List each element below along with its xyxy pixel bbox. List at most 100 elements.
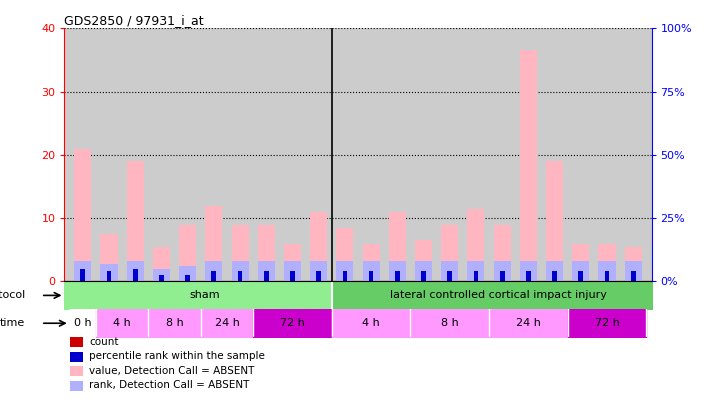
Bar	[389, 212, 406, 281]
Text: 4 h: 4 h	[362, 318, 380, 328]
Bar	[238, 275, 243, 281]
Bar	[133, 269, 137, 281]
Bar	[80, 269, 85, 281]
Bar	[185, 275, 190, 281]
Text: 4 h: 4 h	[113, 318, 131, 328]
Bar	[369, 275, 374, 281]
Bar	[500, 275, 505, 281]
Bar	[264, 271, 268, 281]
Bar	[579, 275, 583, 281]
Bar	[473, 271, 478, 281]
Bar	[179, 266, 196, 281]
Text: count: count	[89, 337, 119, 347]
Bar	[342, 271, 347, 281]
Bar	[552, 271, 557, 281]
Bar	[421, 271, 426, 281]
Text: lateral controlled cortical impact injury: lateral controlled cortical impact injur…	[390, 290, 606, 301]
Bar	[107, 275, 112, 281]
Bar	[362, 261, 379, 281]
Bar	[520, 261, 537, 281]
Bar	[74, 261, 92, 281]
Text: GDS2850 / 97931_i_at: GDS2850 / 97931_i_at	[64, 14, 204, 27]
Bar	[185, 275, 190, 281]
Bar	[342, 275, 347, 281]
Bar	[604, 271, 609, 281]
Bar	[211, 271, 216, 281]
Text: sham: sham	[189, 290, 220, 301]
Bar	[310, 261, 327, 281]
Bar	[572, 261, 589, 281]
Bar	[159, 275, 164, 281]
Bar	[133, 269, 137, 281]
Bar	[153, 247, 170, 281]
Bar	[211, 275, 216, 281]
Bar	[290, 271, 295, 281]
Bar	[552, 275, 557, 281]
Bar	[395, 275, 400, 281]
Bar	[284, 243, 301, 281]
Text: 24 h: 24 h	[215, 318, 239, 328]
Text: protocol: protocol	[0, 290, 25, 301]
Bar	[70, 381, 83, 390]
Text: 72 h: 72 h	[280, 318, 305, 328]
Bar	[415, 261, 432, 281]
Bar	[441, 261, 458, 281]
Bar	[493, 224, 511, 281]
Bar	[441, 224, 458, 281]
Bar	[258, 224, 275, 281]
Bar	[205, 205, 223, 281]
Bar	[231, 261, 248, 281]
Bar	[546, 161, 563, 281]
Bar	[362, 243, 379, 281]
Bar	[631, 271, 636, 281]
Text: rank, Detection Call = ABSENT: rank, Detection Call = ABSENT	[89, 380, 249, 390]
Text: 72 h: 72 h	[594, 318, 619, 328]
Bar	[395, 271, 400, 281]
Bar	[468, 261, 485, 281]
Bar	[337, 228, 354, 281]
Bar	[624, 261, 642, 281]
Bar	[604, 275, 609, 281]
Bar	[473, 275, 478, 281]
Bar	[80, 269, 85, 281]
Bar	[526, 275, 531, 281]
Bar	[448, 275, 452, 281]
Text: 0 h: 0 h	[74, 318, 92, 328]
Bar	[624, 247, 642, 281]
Bar	[572, 243, 589, 281]
Text: 24 h: 24 h	[516, 318, 541, 328]
Bar	[310, 212, 327, 281]
Bar	[70, 337, 83, 347]
Bar	[448, 271, 452, 281]
Bar	[493, 261, 511, 281]
Bar	[127, 261, 144, 281]
Bar	[264, 275, 268, 281]
Bar	[415, 240, 432, 281]
Bar	[70, 366, 83, 376]
Bar	[205, 261, 223, 281]
Bar	[238, 271, 243, 281]
Text: value, Detection Call = ABSENT: value, Detection Call = ABSENT	[89, 366, 254, 375]
Text: 8 h: 8 h	[441, 318, 459, 328]
Bar	[127, 161, 144, 281]
Bar	[179, 224, 196, 281]
Bar	[389, 261, 406, 281]
Bar	[337, 261, 354, 281]
Bar	[599, 243, 616, 281]
Bar	[500, 271, 505, 281]
Text: percentile rank within the sample: percentile rank within the sample	[89, 351, 265, 361]
Bar	[316, 275, 321, 281]
Bar	[599, 261, 616, 281]
Bar	[520, 51, 537, 281]
Text: 8 h: 8 h	[165, 318, 183, 328]
Bar	[546, 261, 563, 281]
Text: time: time	[0, 318, 25, 328]
Bar	[579, 271, 583, 281]
Bar	[284, 261, 301, 281]
Bar	[421, 275, 426, 281]
Bar	[316, 271, 321, 281]
Bar	[468, 209, 485, 281]
Bar	[100, 234, 117, 281]
Bar	[526, 271, 531, 281]
Bar	[153, 269, 170, 281]
